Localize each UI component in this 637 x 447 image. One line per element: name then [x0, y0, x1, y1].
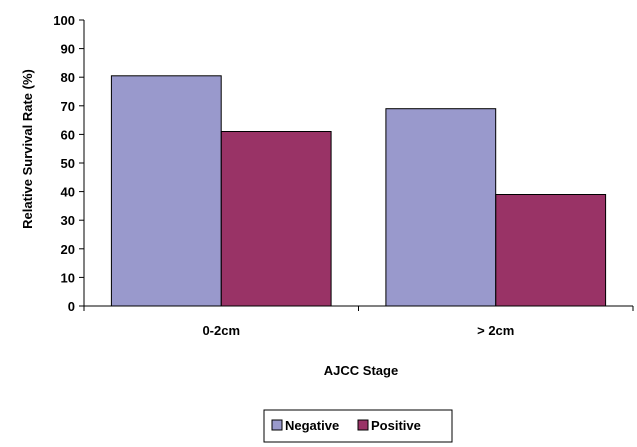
bar-negative-1: [110, 75, 222, 307]
y-tick-label: 100: [53, 13, 75, 28]
legend: Negative Positive: [263, 409, 453, 443]
y-tick-label: 60: [61, 127, 75, 142]
legend-label-negative: Negative: [285, 418, 339, 433]
y-tick-label: 80: [61, 70, 75, 85]
y-tick-label: 90: [61, 42, 75, 57]
x-tick-label: 0-2cm: [202, 323, 240, 338]
bars-group: [110, 75, 607, 307]
y-tick-label: 10: [61, 270, 75, 285]
y-tick-label: 70: [61, 99, 75, 114]
x-tick-label: > 2cm: [477, 323, 514, 338]
x-axis: 0-2cm > 2cm: [83, 305, 634, 338]
bar-negative-2: [385, 108, 497, 307]
y-tick-label: 0: [68, 299, 75, 314]
y-tick-label: 40: [61, 185, 75, 200]
y-axis: 0 10 20 30 40 50 60 70 80 90 100: [53, 13, 85, 314]
legend-label-positive: Positive: [371, 418, 421, 433]
y-tick-label: 30: [61, 213, 75, 228]
bar-positive-2: [495, 194, 607, 307]
x-axis-title: AJCC Stage: [324, 363, 398, 378]
y-tick-label: 20: [61, 242, 75, 257]
y-axis-title: Relative Survival Rate (%): [20, 69, 35, 229]
y-tick-label: 50: [61, 156, 75, 171]
bar-positive-1: [220, 131, 332, 307]
legend-swatch-negative: [271, 419, 283, 431]
legend-swatch-positive: [357, 419, 369, 431]
